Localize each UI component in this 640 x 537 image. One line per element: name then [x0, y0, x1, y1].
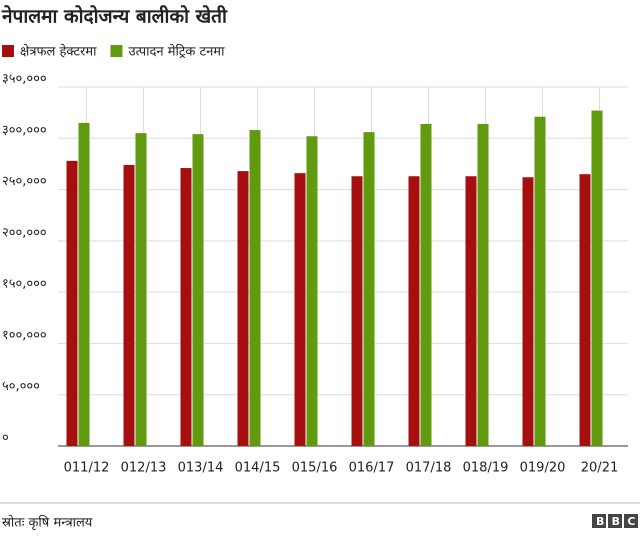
- x-tick-label: 015/16: [292, 461, 338, 476]
- bar: [465, 176, 477, 447]
- bar: [294, 173, 306, 446]
- source: स्रोतः कृषि मन्त्रालय: [2, 515, 93, 531]
- bar: [306, 136, 318, 446]
- bar: [123, 164, 135, 446]
- legend-label: उत्पादन मेट्रिक टनमा: [128, 44, 225, 60]
- x-tick-label: 019/20: [520, 461, 566, 476]
- logo-box: [624, 514, 638, 528]
- legend-swatch: [110, 45, 123, 57]
- bar: [135, 133, 147, 446]
- bar: [249, 130, 261, 446]
- y-tick-label: ०: [2, 431, 9, 446]
- x-tick-label: 011/12: [64, 461, 110, 476]
- bar: [180, 168, 192, 446]
- bar: [363, 132, 375, 447]
- y-tick-label: ५०,०००: [2, 379, 40, 394]
- bar: [477, 123, 489, 446]
- bar: [420, 123, 432, 446]
- y-tick-label: ३००,०००: [2, 123, 47, 138]
- legend-label: क्षेत्रफल हेक्टरमा: [20, 44, 97, 60]
- bar: [66, 160, 78, 446]
- bar: [351, 176, 363, 447]
- x-tick-label: 014/15: [235, 461, 281, 476]
- bar: [408, 176, 420, 447]
- legend-swatch: [2, 45, 14, 57]
- logo-box: [592, 514, 606, 528]
- x-tick-label: 018/19: [463, 461, 509, 476]
- logo-text: BBC: [596, 515, 640, 528]
- x-tick-label: 012/13: [121, 461, 167, 476]
- y-tick-label: २००,०००: [2, 225, 47, 240]
- x-tick-label: 016/17: [349, 461, 395, 476]
- x-tick-label: 013/14: [178, 461, 224, 476]
- bar: [591, 110, 603, 446]
- logo: BBC: [592, 514, 640, 528]
- bar: [192, 134, 204, 446]
- bar: [579, 174, 591, 446]
- chart-title: नेपालमा कोदोजन्य बालीको खेती: [1, 5, 228, 28]
- y-tick-label: १००,०००: [2, 328, 47, 343]
- bar: [78, 122, 90, 447]
- y-tick-label: १५०,०००: [2, 277, 47, 292]
- bar: [534, 116, 546, 446]
- logo-box: [608, 514, 622, 528]
- bar: [522, 177, 534, 446]
- bar: [237, 171, 249, 446]
- x-tick-label: 20/21: [581, 461, 618, 476]
- x-tick-label: 017/18: [406, 461, 452, 476]
- y-tick-label: ३५०,०००: [2, 72, 47, 87]
- y-tick-label: २५०,०००: [2, 174, 47, 189]
